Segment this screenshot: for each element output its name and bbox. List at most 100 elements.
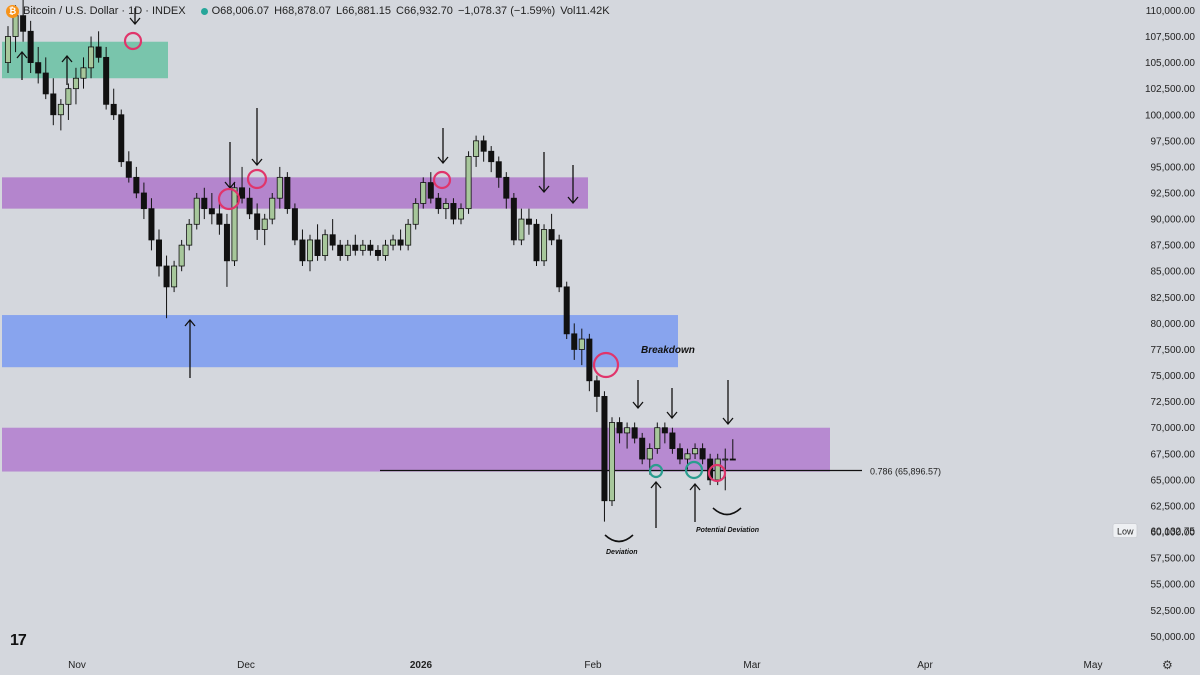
candle-body — [148, 208, 155, 241]
price-tick-label: 72,500.00 — [1151, 397, 1196, 408]
price-tick-label: 90,000.00 — [1151, 215, 1196, 226]
candle-body — [171, 265, 178, 288]
arrow-up-head — [184, 318, 196, 327]
candle-body — [231, 187, 238, 262]
candle-body — [344, 244, 351, 256]
candle-body — [661, 427, 668, 434]
candle-body — [548, 229, 555, 241]
candle-body — [601, 396, 608, 502]
candle-body — [556, 239, 563, 288]
low-value: L66,881.15 — [335, 5, 392, 17]
candle-body — [178, 244, 185, 267]
highlight-circle — [707, 463, 727, 483]
tradingview-logo-icon[interactable]: 17 — [10, 632, 27, 649]
candle-body — [118, 114, 125, 163]
arrow-down-head — [538, 185, 550, 194]
market-status-icon — [200, 7, 208, 15]
price-tick-label: 60,000.00 — [1151, 528, 1196, 539]
time-tick-label: 2026 — [410, 660, 433, 671]
potential-deviation-curve — [712, 507, 742, 516]
candle-body — [518, 218, 525, 241]
candle-body — [254, 213, 261, 230]
price-tick-label: 102,500.00 — [1145, 84, 1195, 95]
price-tick-label: 52,500.00 — [1151, 606, 1196, 617]
ohlc-header: ₿ Bitcoin / U.S. Dollar · 1D · INDEX O68… — [0, 0, 615, 22]
price-axis: 50,000.00 52,500.00 55,000.00 57,500.00 60,0… — [1112, 6, 1196, 643]
candle-body — [42, 72, 49, 95]
time-tick-label: Apr — [917, 660, 933, 671]
candle-body — [337, 244, 344, 256]
price-tick-label: 87,500.00 — [1151, 241, 1196, 252]
candle-body — [525, 218, 532, 225]
arrow-down-head — [251, 158, 263, 167]
settings-gear-icon[interactable]: ⚙ — [1162, 658, 1173, 672]
bitcoin-icon: ₿ — [6, 4, 19, 18]
candle-body — [473, 140, 480, 157]
price-tick-label: 97,500.00 — [1151, 136, 1196, 147]
price-tick-label: 50,000.00 — [1151, 632, 1196, 643]
candle-body — [359, 244, 366, 251]
price-tick-label: 75,000.00 — [1151, 371, 1196, 382]
candle-body — [20, 15, 27, 32]
candle-body — [510, 197, 517, 241]
candle-body — [692, 448, 699, 455]
close-value: C66,932.70 — [396, 5, 453, 17]
price-tick-label: 82,500.00 — [1151, 293, 1196, 304]
candle-body — [488, 150, 495, 163]
candle-body — [593, 380, 600, 397]
arrow-up-head — [650, 480, 662, 489]
candle-body — [322, 234, 329, 256]
candle-body — [646, 448, 653, 460]
candle-body — [405, 223, 412, 246]
highlight-circle — [648, 463, 664, 479]
zones-layer: 0.786 (65,896.57) — [2, 41, 941, 477]
arrow-up-head — [61, 54, 73, 63]
range-zone-lower — [2, 427, 830, 472]
candle-body — [541, 229, 548, 262]
price-tick-label: 57,500.00 — [1151, 554, 1196, 565]
candle-body — [261, 218, 268, 230]
candle-body — [563, 286, 570, 335]
candle-body — [676, 448, 683, 460]
candles-layer — [5, 0, 736, 522]
high-value: H68,878.07 — [274, 5, 331, 17]
time-tick-label: Feb — [584, 660, 602, 671]
candle-body — [208, 208, 215, 215]
candle-body — [306, 239, 313, 262]
candle-body — [125, 161, 132, 178]
arrow-down-head — [666, 411, 678, 420]
candle-body — [412, 203, 419, 225]
candle-body — [72, 77, 79, 90]
candle-body — [457, 208, 464, 220]
highlight-circle — [684, 460, 704, 480]
candle-body — [616, 422, 623, 434]
time-tick-label: Dec — [237, 660, 255, 671]
potential-deviation-label: Potential Deviation — [696, 527, 759, 534]
arrow-down-head — [632, 401, 644, 410]
arrow-down-head — [129, 17, 141, 26]
candle-body — [291, 208, 298, 241]
candle-body — [35, 62, 42, 74]
low-badge-box — [1112, 523, 1138, 539]
price-tick-label: 92,500.00 — [1151, 188, 1196, 199]
candle-body — [57, 103, 64, 116]
highlight-circle — [432, 170, 452, 190]
candle-body — [699, 448, 706, 460]
candle-body — [216, 213, 223, 225]
candle-body — [367, 244, 374, 251]
price-tick-label: 55,000.00 — [1151, 580, 1196, 591]
candle-body — [578, 338, 585, 350]
time-tick-label: May — [1084, 660, 1103, 671]
deviation-curve — [604, 534, 634, 543]
symbol-label[interactable]: Bitcoin / U.S. Dollar · 1D · INDEX — [23, 5, 186, 17]
candle-body — [450, 203, 457, 220]
candle-body — [80, 67, 87, 79]
arrow-up-head — [689, 482, 701, 491]
candle-body — [442, 203, 449, 210]
candle-body — [27, 30, 34, 63]
time-tick-label: Mar — [743, 660, 761, 671]
price-tick-label: 100,000.00 — [1145, 110, 1195, 121]
candle-body — [586, 338, 593, 382]
